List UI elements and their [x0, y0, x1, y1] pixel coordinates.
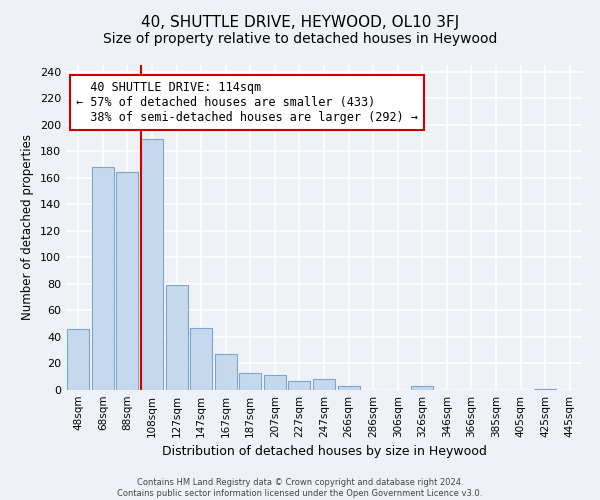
Bar [166, 285, 188, 390]
Text: 40 SHUTTLE DRIVE: 114sqm
← 57% of detached houses are smaller (433)
  38% of sem: 40 SHUTTLE DRIVE: 114sqm ← 57% of detach… [76, 81, 418, 124]
Bar [534, 388, 556, 390]
Bar [239, 373, 262, 390]
Bar [67, 329, 89, 390]
X-axis label: Distribution of detached houses by size in Heywood: Distribution of detached houses by size … [161, 446, 487, 458]
Bar [313, 380, 335, 390]
Bar [116, 172, 139, 390]
Bar [190, 328, 212, 390]
Y-axis label: Number of detached properties: Number of detached properties [22, 134, 34, 320]
Text: Size of property relative to detached houses in Heywood: Size of property relative to detached ho… [103, 32, 497, 46]
Bar [141, 140, 163, 390]
Bar [215, 354, 237, 390]
Bar [264, 376, 286, 390]
Text: 40, SHUTTLE DRIVE, HEYWOOD, OL10 3FJ: 40, SHUTTLE DRIVE, HEYWOOD, OL10 3FJ [141, 15, 459, 30]
Bar [338, 386, 359, 390]
Bar [289, 380, 310, 390]
Text: Contains HM Land Registry data © Crown copyright and database right 2024.
Contai: Contains HM Land Registry data © Crown c… [118, 478, 482, 498]
Bar [411, 386, 433, 390]
Bar [92, 167, 114, 390]
